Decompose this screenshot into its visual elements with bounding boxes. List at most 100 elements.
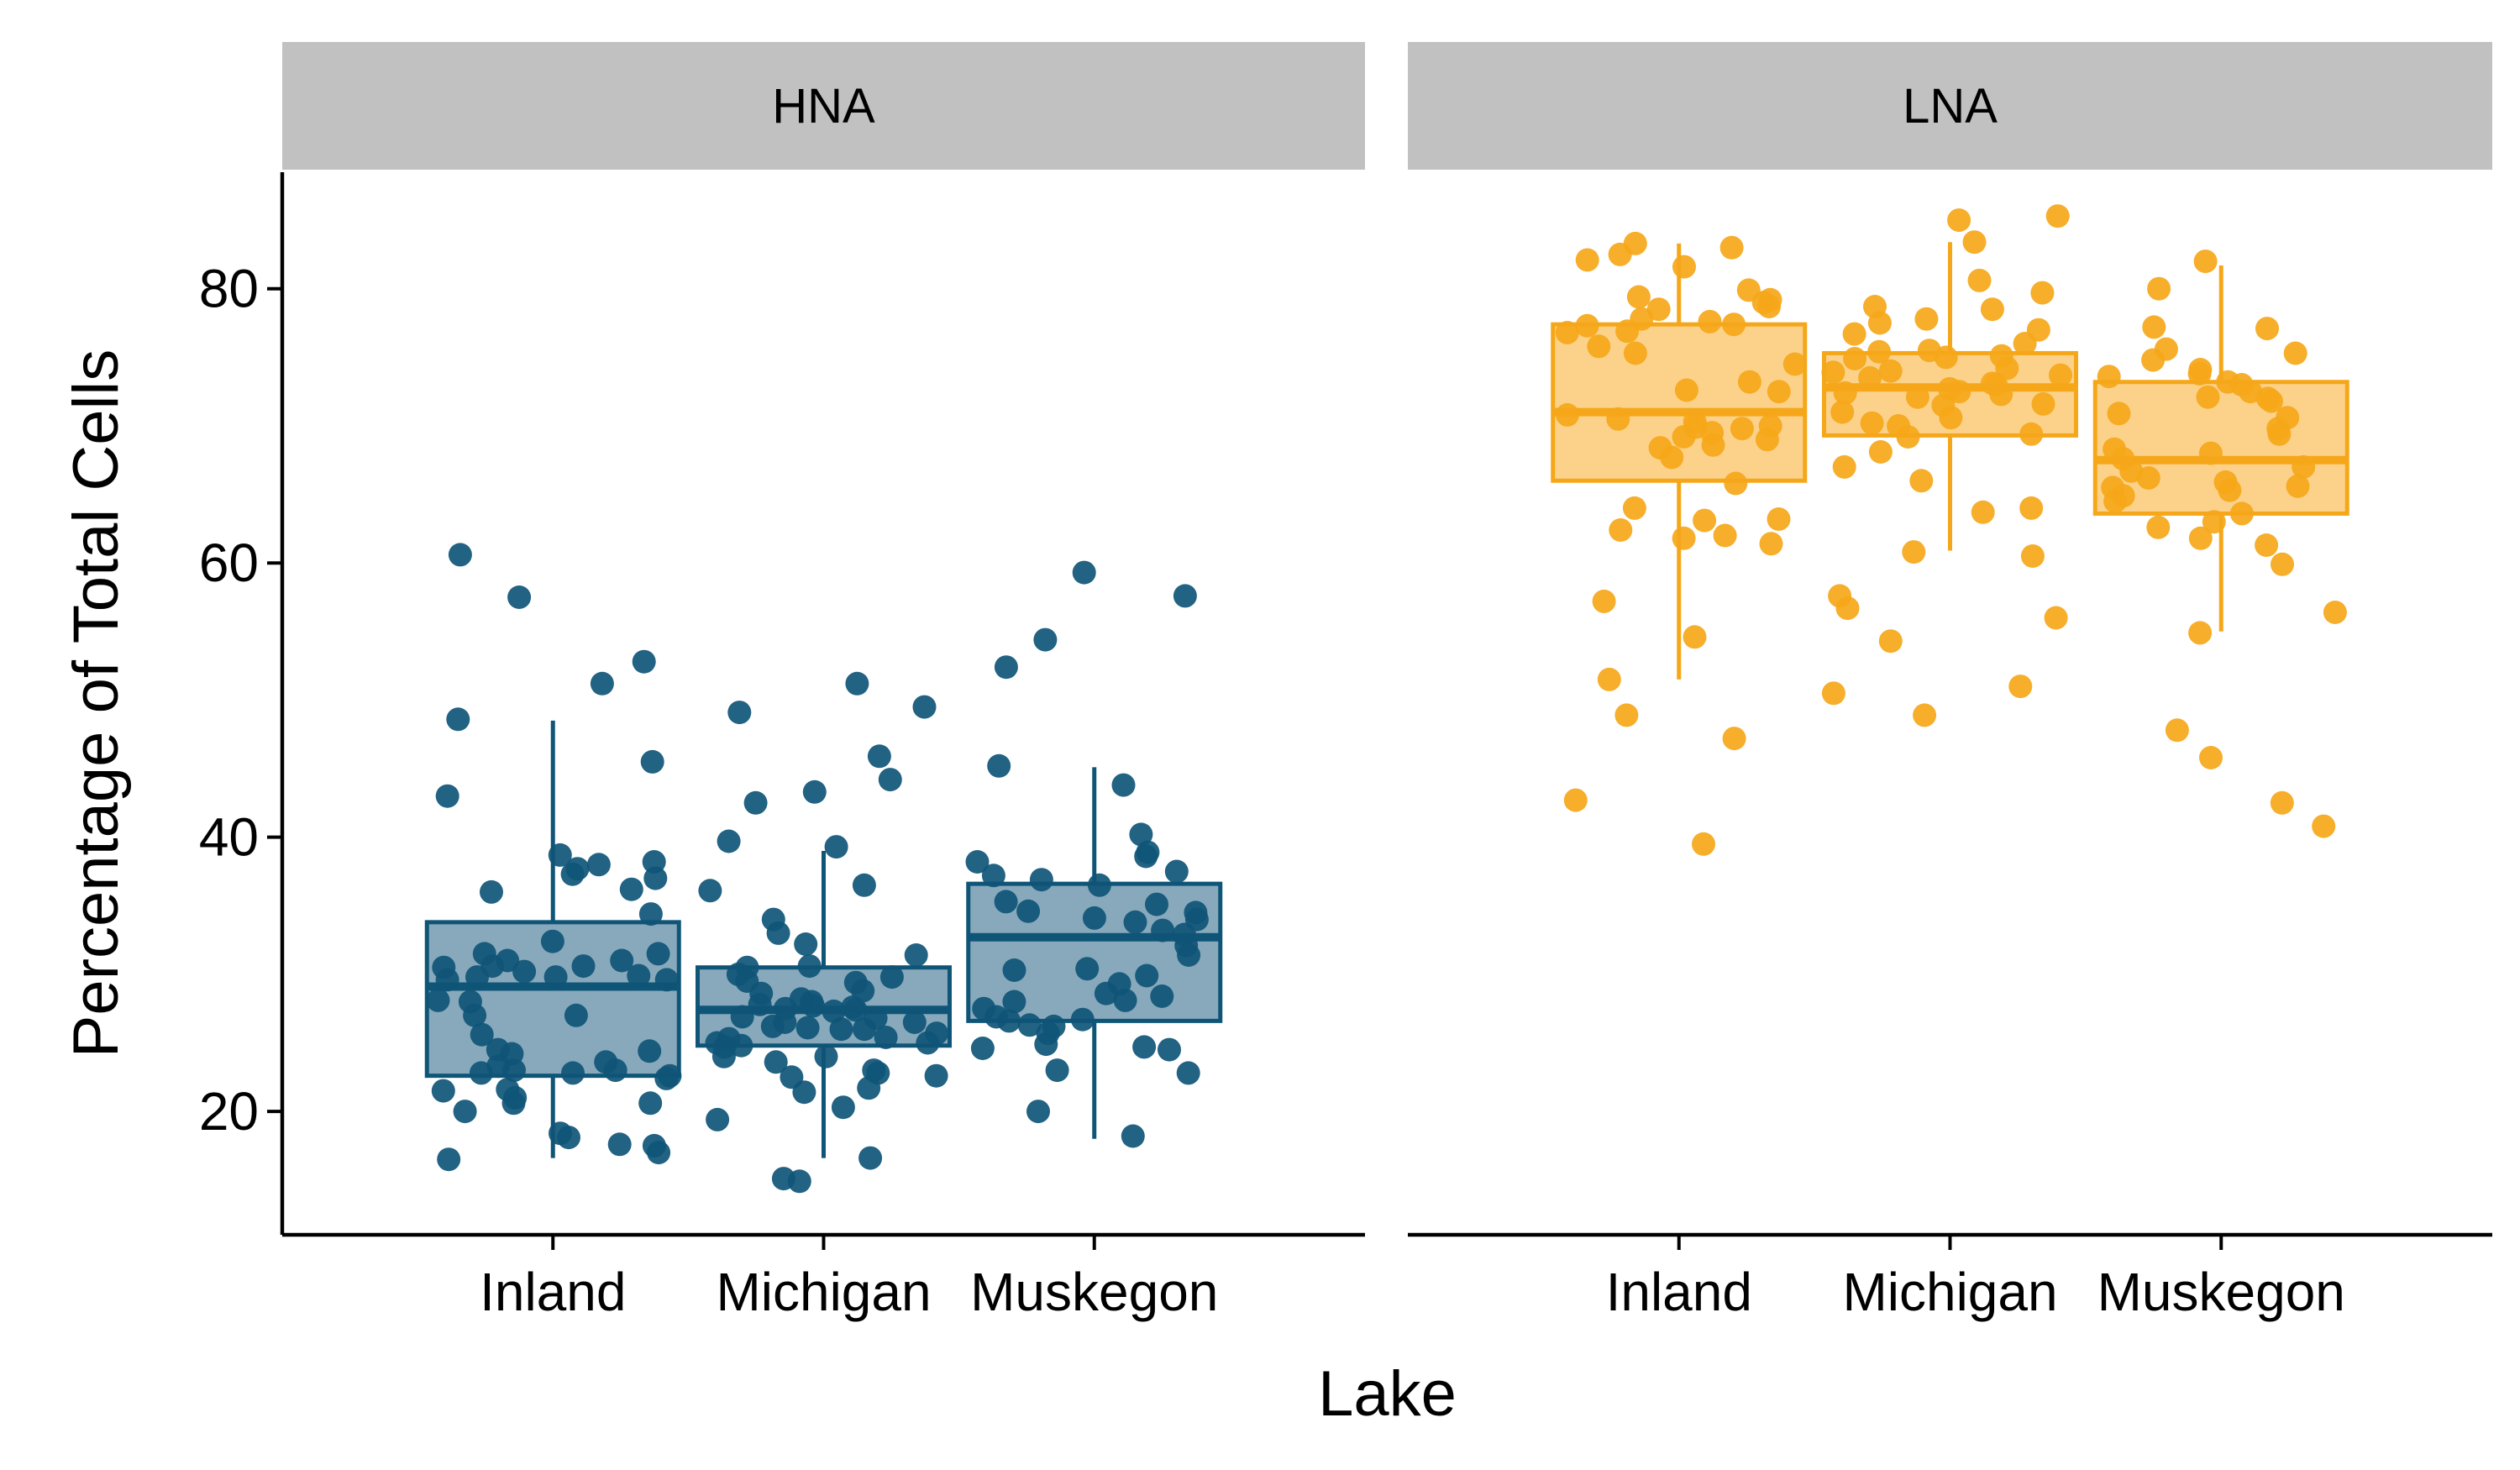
data-point <box>2030 281 2055 305</box>
data-point <box>1121 1124 1145 1148</box>
data-point <box>1868 440 1893 464</box>
data-point <box>1002 990 1026 1014</box>
points-michigan <box>1821 204 2072 727</box>
data-point <box>571 954 596 979</box>
data-point <box>1767 380 1791 404</box>
data-point <box>1622 496 1646 520</box>
data-point <box>2045 204 2070 228</box>
data-point <box>1914 307 1939 331</box>
data-point <box>1722 727 1746 751</box>
data-point <box>1158 1037 1181 1062</box>
data-point <box>1833 381 1857 405</box>
data-point <box>1606 407 1630 431</box>
data-point <box>561 1061 585 1085</box>
data-point <box>2019 496 2044 520</box>
data-point <box>1164 859 1189 884</box>
data-point <box>627 963 651 988</box>
data-point <box>507 585 532 609</box>
facet-strip-label: HNA <box>772 79 875 134</box>
data-point <box>2323 601 2347 624</box>
data-point <box>1947 380 1971 404</box>
data-point <box>981 864 1005 888</box>
data-point <box>2270 790 2294 815</box>
data-point <box>764 1050 788 1074</box>
data-point <box>2188 621 2213 645</box>
data-point <box>1722 312 1746 337</box>
data-point <box>437 1147 461 1172</box>
data-point <box>1597 667 1621 691</box>
data-point <box>496 1078 520 1101</box>
facet-strip <box>1408 42 2492 170</box>
data-point <box>1989 382 2013 407</box>
data-point <box>843 998 868 1022</box>
data-point <box>2031 391 2055 416</box>
data-point <box>565 857 590 881</box>
x-tick-label: Michigan <box>1842 1262 2057 1322</box>
data-point <box>435 784 459 808</box>
data-point <box>446 707 470 732</box>
data-point <box>727 701 752 725</box>
data-point <box>879 965 904 990</box>
data-point <box>658 1063 682 1088</box>
data-point <box>1592 589 1616 613</box>
data-point <box>1132 1035 1157 1059</box>
data-point <box>610 948 634 973</box>
data-point <box>730 1005 754 1029</box>
data-point <box>2097 365 2121 389</box>
data-point <box>1878 629 1903 654</box>
data-point <box>2199 746 2223 769</box>
data-point <box>2193 249 2218 274</box>
data-point <box>1913 703 1937 727</box>
data-point <box>2260 389 2283 413</box>
data-point <box>435 968 459 992</box>
data-point <box>1692 832 1715 856</box>
facet-panel-lna: LNA Inland Michigan Muskegon <box>1408 42 2492 1322</box>
data-point <box>970 1037 995 1060</box>
data-point <box>2141 348 2166 372</box>
data-point <box>1029 868 1053 892</box>
data-point <box>2107 402 2131 426</box>
data-point <box>853 1017 876 1042</box>
data-point <box>845 671 869 696</box>
data-point <box>2229 373 2254 396</box>
data-point <box>1082 906 1106 930</box>
data-point <box>2292 454 2316 479</box>
facet-strip-label: LNA <box>1903 79 1998 134</box>
data-point <box>1878 359 1903 383</box>
data-point <box>2286 474 2310 498</box>
data-point <box>1672 526 1696 550</box>
data-point <box>1111 773 1136 797</box>
data-point <box>480 879 503 904</box>
data-point <box>638 1039 662 1063</box>
data-point <box>2026 318 2050 342</box>
data-point <box>1623 231 1647 255</box>
data-point <box>1176 1061 1200 1085</box>
data-point <box>987 753 1011 778</box>
data-point <box>2276 406 2300 430</box>
data-point <box>1842 322 1866 346</box>
data-point <box>638 1091 663 1116</box>
data-point <box>1835 596 1860 621</box>
data-point <box>426 988 450 1012</box>
x-tick-label: Inland <box>1606 1262 1752 1322</box>
y-tick-label: 60 <box>199 533 259 593</box>
data-point <box>712 1035 737 1059</box>
data-point <box>1905 385 1929 409</box>
data-point <box>1002 958 1026 982</box>
data-point <box>994 890 1018 914</box>
data-point <box>1931 393 1956 417</box>
data-point <box>1693 508 1717 533</box>
data-point <box>2283 341 2307 365</box>
data-point <box>586 853 611 877</box>
data-point <box>1672 255 1696 279</box>
data-point <box>1151 918 1175 942</box>
data-point <box>1843 347 1867 370</box>
data-point <box>1758 287 1782 312</box>
data-point <box>1832 454 1856 479</box>
data-point <box>801 994 825 1018</box>
data-point <box>717 829 741 853</box>
data-point <box>1767 507 1791 531</box>
data-point <box>2255 317 2279 341</box>
data-point <box>984 1005 1009 1029</box>
data-point <box>500 1042 524 1066</box>
